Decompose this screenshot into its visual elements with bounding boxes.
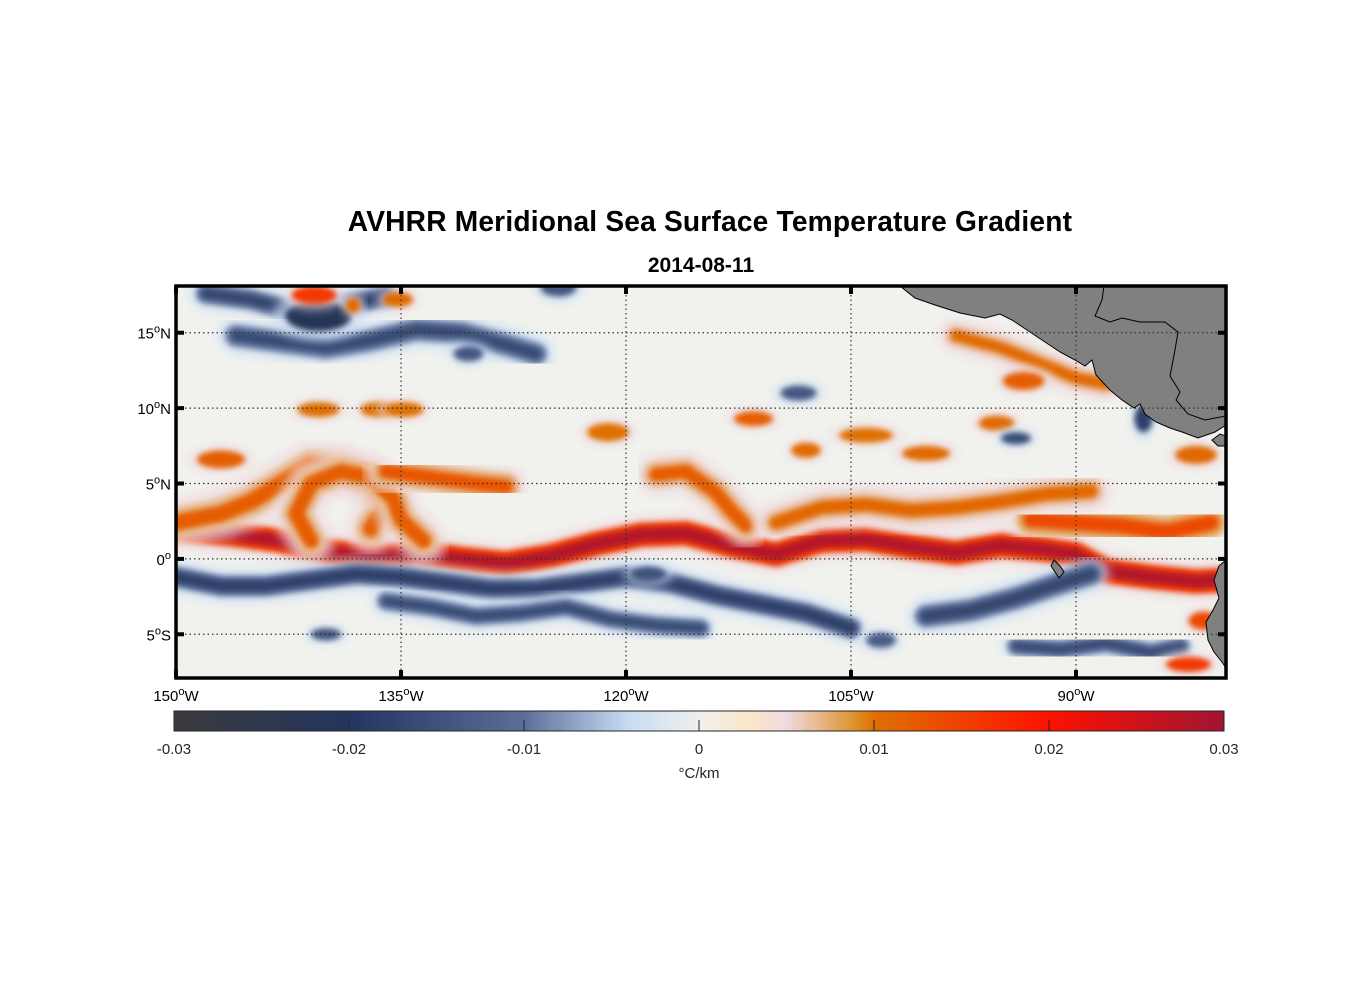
gradient-blob [630, 566, 667, 582]
gradient-blob [1175, 445, 1217, 464]
land-south-america [1205, 559, 1226, 669]
gradient-band-core [288, 463, 432, 549]
axis-ticks [174, 286, 1226, 678]
gradient-blob [197, 450, 245, 469]
gradient-band-core [648, 464, 754, 533]
colorbar-tick-label: 0.03 [1209, 741, 1238, 758]
y-tick-label: 5oS [147, 625, 171, 644]
colorbar-tick-label: -0.02 [332, 741, 366, 758]
colorbar-tick-label: -0.01 [507, 741, 541, 758]
gradient-blob [285, 301, 352, 332]
y-tick-label: 15oN [137, 324, 171, 343]
colorbar-tick-label: 0.01 [859, 741, 888, 758]
gradient-blob [384, 402, 424, 418]
gradient-band-core [176, 522, 1226, 589]
gradient-band-core [768, 483, 1099, 530]
colorbar-tick-label: 0.02 [1034, 741, 1063, 758]
y-tick-label: 10oN [137, 399, 171, 418]
gradient-blob [902, 445, 950, 461]
colorbar-tick-label: 0 [695, 741, 703, 758]
colorbar-unit-label: °C/km [679, 765, 720, 782]
gradient-band-core [1011, 638, 1186, 658]
gradient-blob [866, 632, 896, 648]
gradient-band-core [1023, 511, 1219, 540]
x-tick-label: 120oW [603, 686, 649, 705]
gradient-blob [1166, 656, 1211, 672]
x-tick-label: 90oW [1058, 686, 1096, 705]
gradient-blob [453, 346, 484, 362]
map-title: AVHRR Meridional Sea Surface Temperature… [347, 206, 1073, 238]
gradient-field [176, 286, 1226, 677]
gradient-band-core [949, 329, 1113, 391]
colorbar-tick-label: -0.03 [157, 741, 191, 758]
x-axis-labels: 150oW 135oW 120oW 105oW 90oW [153, 686, 1095, 705]
gradient-band-core [378, 464, 514, 494]
land-nicaragua-edge [1211, 433, 1226, 447]
gradient-blob [1001, 432, 1031, 445]
gradient-blob [383, 292, 413, 308]
gradient-blob [291, 286, 337, 304]
gradient-blob [734, 411, 773, 427]
y-axis-labels: 15oN 10oN 5oN 0o 5oS [137, 324, 171, 645]
map-subtitle: 2014-08-11 [647, 254, 755, 277]
gradient-band-core [919, 567, 1098, 623]
gradient-blob [587, 423, 629, 442]
gradient-blob [839, 427, 893, 443]
x-tick-label: 105oW [828, 686, 874, 705]
y-tick-label: 0o [157, 550, 171, 569]
gradient-blob [297, 402, 340, 418]
gradient-blob [540, 286, 577, 297]
y-tick-label: 5oN [146, 475, 171, 494]
land-galapagos [1050, 559, 1065, 579]
x-tick-label: 135oW [378, 686, 424, 705]
plot-area [176, 286, 1226, 678]
colorbar: -0.03 -0.02 -0.01 0 0.01 0.02 0.03 °C/km [157, 710, 1239, 782]
gradient-blob [780, 385, 817, 401]
gradient-band-core [176, 568, 857, 634]
gradient-blob [978, 415, 1015, 431]
land-central-america [899, 286, 1226, 439]
gradient-blob [345, 298, 361, 314]
gradient-band-core [229, 323, 543, 360]
gradient-blob [1002, 372, 1045, 390]
x-tick-label: 150oW [153, 686, 199, 705]
colorbar-ticks: -0.03 -0.02 -0.01 0 0.01 0.02 0.03 [157, 720, 1239, 758]
gradient-band-core [381, 596, 706, 633]
gradient-blob [791, 442, 821, 458]
